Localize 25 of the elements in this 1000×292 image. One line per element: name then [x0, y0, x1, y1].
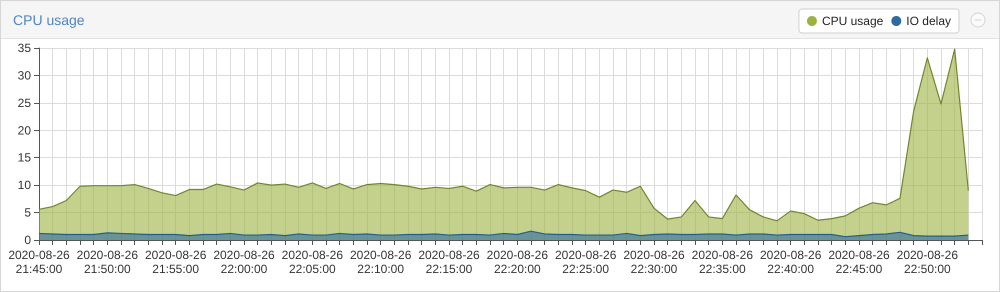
legend-label: IO delay [906, 14, 952, 28]
x-tick-label: 2020-08-26 22:25:00 [554, 248, 617, 276]
x-tick-label: 2020-08-26 21:50:00 [76, 248, 138, 276]
x-tick-label: 2020-08-26 22:45:00 [828, 248, 890, 276]
x-tick-label: 2020-08-26 21:45:00 [8, 248, 70, 276]
y-tick-label: 5 [24, 206, 32, 220]
x-tick-label: 2020-08-26 22:00:00 [213, 248, 276, 276]
x-tick-label: 2020-08-26 21:55:00 [144, 248, 207, 276]
y-tick-label: 10 [18, 178, 32, 192]
x-tick-label: 2020-08-26 22:30:00 [623, 248, 686, 276]
legend-label: CPU usage [822, 14, 884, 28]
y-tick-label: 0 [24, 233, 32, 247]
x-tick-label: 2020-08-26 22:50:00 [896, 248, 958, 276]
chart-title: CPU usage [13, 12, 85, 28]
y-tick-label: 20 [18, 123, 32, 138]
x-tick-label: 2020-08-26 22:40:00 [760, 248, 822, 276]
y-tick-label: 15 [18, 150, 32, 165]
y-tick-label: 30 [18, 68, 32, 82]
y-tick-label: 35 [18, 41, 32, 55]
x-tick-label: 2020-08-26 22:05:00 [282, 248, 344, 276]
x-tick-label: 2020-08-26 22:15:00 [418, 248, 480, 276]
x-tick-label: 2020-08-26 22:10:00 [350, 248, 412, 276]
x-tick-label: 2020-08-26 22:35:00 [692, 248, 754, 276]
y-tick-label: 25 [18, 96, 32, 110]
x-tick-label: 2020-08-26 22:20:00 [486, 248, 548, 276]
